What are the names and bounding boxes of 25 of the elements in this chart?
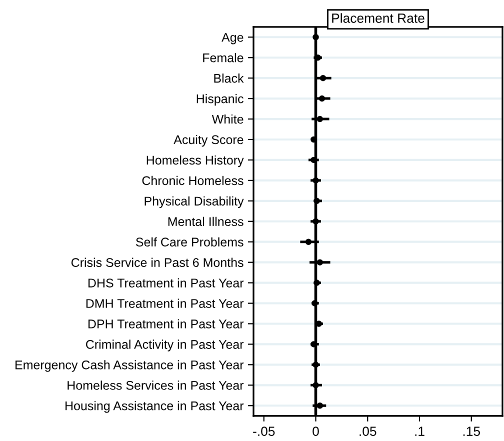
y-tick-label: Homeless History [146,155,244,168]
chart-title: Placement Rate [332,13,424,23]
y-tick-label: Housing Assistance in Past Year [66,401,244,413]
x-tick-label: .1 [415,426,424,436]
y-tick-label: Age [222,33,244,44]
y-tick-label: Mental Illness [168,216,244,226]
y-tick-label: Chronic Homeless [142,176,244,186]
x-tick-label: .15 [463,426,480,436]
y-tick-label: White [212,114,244,124]
y-tick-label: DMH Treatment in Past Year [86,298,244,308]
y-tick-label: Emergency Cash Assistance in Past Year [16,360,244,372]
x-tick-label: 0 [312,426,319,436]
y-tick-label: Criminal Activity in Past Year [86,340,244,352]
y-tick-label: DPH Treatment in Past Year [88,319,244,328]
y-tick-label: DHS Treatment in Past Year [88,278,244,288]
x-tick-label: .05 [360,426,376,436]
x-tick-label: -.05 [253,426,275,436]
y-tick-label: Hispanic [196,94,244,106]
y-tick-label: Crisis Service in Past 6 Months [71,258,244,267]
y-tick-label: Self Care Problems [136,237,244,247]
y-tick-label: Female [203,53,244,62]
y-tick-label: Homeless Services in Past Year [68,380,244,390]
y-tick-label: Physical Disability [144,196,244,208]
y-tick-label: Acuity Score [174,134,244,147]
y-tick-label: Black [214,74,244,83]
